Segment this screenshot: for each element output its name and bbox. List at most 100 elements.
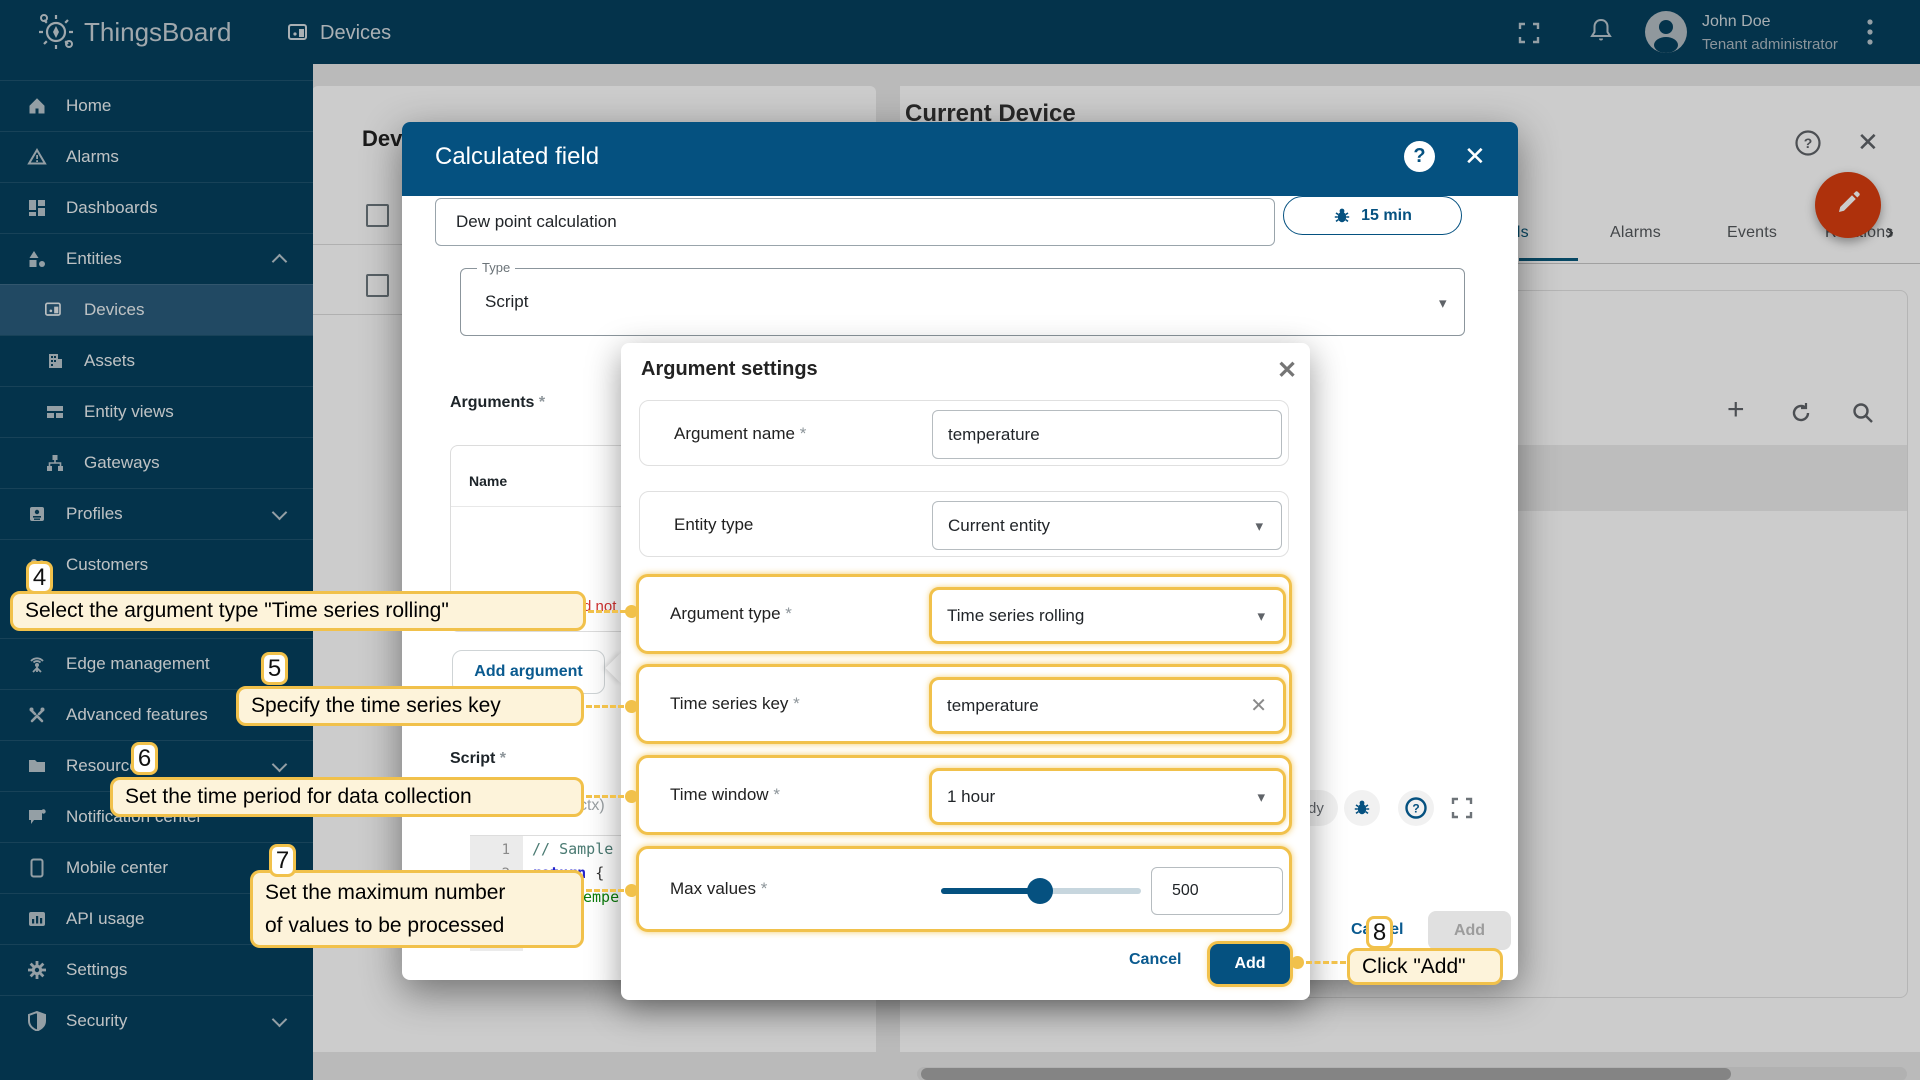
entity-type-label: Entity type xyxy=(674,515,754,534)
callout-7-badge: 7 xyxy=(269,844,296,877)
help-icon[interactable]: ? xyxy=(1794,129,1822,157)
folder-icon xyxy=(25,755,49,777)
clear-input-icon[interactable]: ✕ xyxy=(1250,695,1267,717)
user-avatar[interactable] xyxy=(1645,11,1687,53)
type-select[interactable]: Type Script ▾ xyxy=(460,260,1465,336)
slider-thumb[interactable] xyxy=(1027,878,1053,904)
script-fullscreen-icon[interactable] xyxy=(1450,796,1474,820)
callout-5-connector xyxy=(586,705,624,708)
calc-dialog-add-button-disabled[interactable]: Add xyxy=(1428,911,1511,950)
select-all-checkbox[interactable] xyxy=(366,204,389,227)
sidebar-item-gateways[interactable]: Gateways xyxy=(0,437,313,488)
horizontal-scrollbar-thumb[interactable] xyxy=(921,1068,1731,1080)
dropdown-arrow-icon: ▾ xyxy=(1255,517,1263,535)
dialog-header: Calculated field ? ✕ xyxy=(402,122,1518,196)
sidebar-item-resources[interactable]: Resources xyxy=(0,740,313,791)
max-values-row: Max values * 500 xyxy=(636,846,1292,932)
time-window-label: Time window * xyxy=(670,785,780,804)
brand-title: ThingsBoard xyxy=(84,17,232,47)
max-values-slider[interactable] xyxy=(941,878,1141,904)
fullscreen-icon[interactable] xyxy=(1517,21,1541,45)
sidebar-item-profiles[interactable]: Profiles xyxy=(0,488,313,539)
argument-settings-close-icon[interactable]: ✕ xyxy=(1277,357,1298,384)
top-app-bar: ThingsBoard Devices John Doe Tenant admi… xyxy=(0,0,1920,64)
sidebar-item-advanced-features[interactable]: Advanced features xyxy=(0,689,313,740)
slider-fill xyxy=(941,888,1040,894)
sidebar-item-alarms[interactable]: Alarms xyxy=(0,131,313,182)
dropdown-arrow-icon: ▾ xyxy=(1257,788,1265,806)
script-debug-bug-icon[interactable] xyxy=(1344,790,1380,826)
code-line-1: // Sample xyxy=(532,840,614,858)
notifications-bell-icon[interactable] xyxy=(1590,18,1612,44)
more-menu-icon[interactable] xyxy=(1866,18,1874,46)
max-values-input[interactable]: 500 xyxy=(1151,867,1283,915)
debug-duration-button[interactable]: 15 min xyxy=(1283,196,1462,235)
dropdown-arrow-icon: ▾ xyxy=(1439,295,1447,312)
time-series-key-row: Time series key * temperature ✕ xyxy=(636,664,1292,744)
callout-6-badge: 6 xyxy=(131,742,158,775)
page-title: Devices xyxy=(320,22,392,44)
argument-settings-dialog: Argument settings ✕ Argument name * temp… xyxy=(621,343,1310,1000)
dialog-close-icon[interactable]: ✕ xyxy=(1464,141,1486,171)
api-usage-chart-icon xyxy=(25,908,49,930)
home-icon xyxy=(25,95,49,117)
entities-icon xyxy=(25,248,49,270)
argument-name-input[interactable]: temperature xyxy=(932,410,1282,459)
profiles-icon xyxy=(25,503,49,525)
callout-5-badge: 5 xyxy=(261,652,288,685)
horizontal-scrollbar-track[interactable] xyxy=(917,1067,1907,1080)
user-name: John Doe xyxy=(1702,13,1771,30)
sidebar-item-settings[interactable]: Settings xyxy=(0,944,313,995)
callout-5-text: Specify the time series key xyxy=(236,686,584,726)
notification-center-icon xyxy=(25,806,49,828)
tab-scroll-chevron-right-icon[interactable]: › xyxy=(1886,218,1894,245)
argument-name-row: Argument name * temperature xyxy=(639,400,1289,466)
entity-type-row: Entity type Current entity ▾ xyxy=(639,491,1289,557)
callout-7-text: Set the maximum number of values to be p… xyxy=(250,870,584,948)
callout-4-text: Select the argument type "Time series ro… xyxy=(10,591,586,631)
argument-add-button[interactable]: Add xyxy=(1210,944,1290,984)
time-window-select[interactable]: 1 hour ▾ xyxy=(929,768,1286,825)
sidebar-item-home[interactable]: Home xyxy=(0,80,313,131)
entity-type-select[interactable]: Current entity ▾ xyxy=(932,501,1282,550)
time-series-key-input[interactable]: temperature ✕ xyxy=(929,677,1286,734)
gateways-icon xyxy=(43,452,67,474)
calculated-field-name-input[interactable]: Dew point calculation xyxy=(435,198,1275,246)
assets-icon xyxy=(43,350,67,372)
refresh-icon[interactable] xyxy=(1789,401,1813,425)
argument-type-label: Argument type * xyxy=(670,604,792,623)
svg-text:?: ? xyxy=(1804,135,1813,151)
callout-4-badge: 4 xyxy=(26,561,53,594)
sidebar-item-mobile-center[interactable]: Mobile center xyxy=(0,842,313,893)
sidebar-item-entity-views[interactable]: Entity views xyxy=(0,386,313,437)
sidebar-item-dashboards[interactable]: Dashboards xyxy=(0,182,313,233)
tab-alarms[interactable]: Alarms xyxy=(1610,224,1661,241)
add-icon[interactable]: + xyxy=(1727,393,1745,426)
close-icon[interactable]: ✕ xyxy=(1857,127,1879,157)
tab-events[interactable]: Events xyxy=(1727,224,1778,241)
sidebar-item-entities[interactable]: Entities xyxy=(0,233,313,284)
argument-type-select[interactable]: Time series rolling ▾ xyxy=(929,587,1286,644)
edit-fab-button[interactable] xyxy=(1815,172,1881,238)
calculated-field-dialog: Calculated field ? ✕ Dew point calculati… xyxy=(402,122,1518,980)
sidebar-item-api-usage[interactable]: API usage xyxy=(0,893,313,944)
sidebar-item-devices[interactable]: Devices xyxy=(0,284,313,335)
row-checkbox[interactable] xyxy=(366,274,389,297)
search-icon[interactable] xyxy=(1851,401,1875,425)
sidebar-item-edge-management[interactable]: Edge management xyxy=(0,638,313,689)
arguments-table-header-name: Name xyxy=(469,473,508,489)
callout-6-text: Set the time period for data collection xyxy=(110,777,584,817)
active-tab-underline xyxy=(1519,258,1578,261)
user-role: Tenant administrator xyxy=(1702,36,1838,53)
sidebar-item-security[interactable]: Security xyxy=(0,995,313,1046)
callout-4-dot xyxy=(625,605,638,618)
dialog-help-icon[interactable]: ? xyxy=(1404,141,1435,172)
argument-cancel-button[interactable]: Cancel xyxy=(1129,951,1182,968)
time-series-key-label: Time series key * xyxy=(670,694,800,713)
type-select-label: Type xyxy=(477,260,516,275)
debug-duration-label: 15 min xyxy=(1361,206,1412,224)
sidebar-item-assets[interactable]: Assets xyxy=(0,335,313,386)
script-help-icon[interactable]: ? xyxy=(1398,790,1434,826)
bug-icon xyxy=(1333,207,1351,225)
